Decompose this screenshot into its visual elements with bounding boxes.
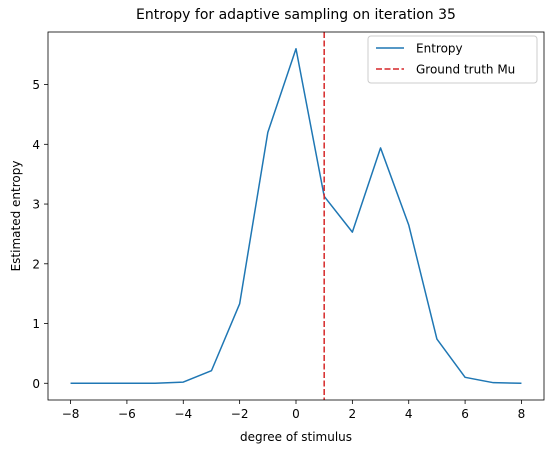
x-tick-label: 0	[292, 407, 300, 421]
y-tick-label: 1	[32, 317, 40, 331]
x-tick-label: 2	[349, 407, 357, 421]
x-tick-label: 8	[518, 407, 526, 421]
x-tick-label: −2	[231, 407, 249, 421]
x-tick-label: −6	[118, 407, 136, 421]
plot-border	[47, 31, 545, 401]
legend-item-ground-truth-mu-label: Ground truth Mu	[416, 63, 515, 77]
legend-box	[367, 35, 538, 84]
x-tick-label: 6	[461, 407, 469, 421]
x-tick-label: −8	[62, 407, 80, 421]
y-axis-ticks: 0 1 2 3 4 5	[32, 78, 48, 391]
chart-title: Entropy for adaptive sampling on iterati…	[136, 7, 456, 23]
y-tick-label: 5	[32, 78, 40, 92]
y-tick-label: 2	[32, 257, 40, 271]
x-tick-label: 4	[405, 407, 413, 421]
plot-area	[48, 32, 544, 400]
plot-lines	[70, 32, 522, 400]
legend: Entropy Ground truth Mu	[367, 35, 538, 84]
y-tick-label: 0	[32, 377, 40, 391]
x-axis-ticks: −8 −6 −4 −2 0 2 4 6 8	[62, 400, 526, 421]
entropy-series-line	[70, 47, 522, 385]
legend-item-entropy-label: Entropy	[416, 42, 463, 56]
x-axis-title: degree of stimulus	[240, 430, 352, 444]
y-tick-label: 3	[32, 198, 40, 212]
x-tick-label: −4	[174, 407, 192, 421]
y-tick-label: 4	[32, 138, 40, 152]
y-axis-title: Estimated entropy	[9, 161, 23, 272]
